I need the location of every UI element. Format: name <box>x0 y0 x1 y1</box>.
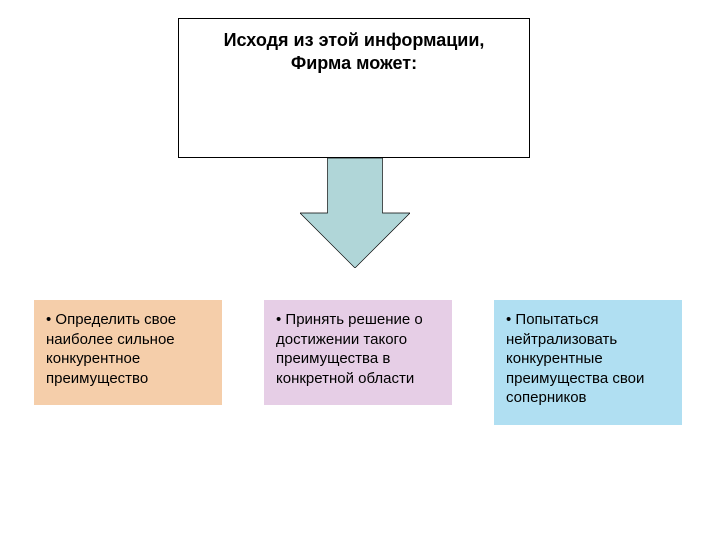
option-text-1: • Определить свое наиболее сильное конку… <box>46 310 210 388</box>
header-line1: Исходя из этой информации, <box>199 29 509 52</box>
arrow-down-icon <box>300 158 410 268</box>
option-box-3: • Попытаться нейтрализовать конкурентные… <box>494 300 682 425</box>
option-text-2: • Принять решение о достижении такого пр… <box>276 310 440 388</box>
header-line2: Фирма может: <box>199 52 509 75</box>
header-box: Исходя из этой информации, Фирма может: <box>178 18 530 158</box>
option-box-1: • Определить свое наиболее сильное конку… <box>34 300 222 405</box>
option-text-3: • Попытаться нейтрализовать конкурентные… <box>506 310 670 408</box>
arrow-down <box>300 158 410 268</box>
option-box-2: • Принять решение о достижении такого пр… <box>264 300 452 405</box>
